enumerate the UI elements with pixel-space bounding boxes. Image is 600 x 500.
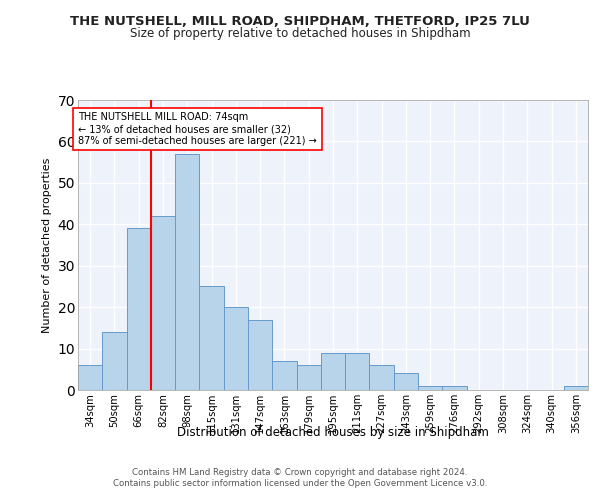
Bar: [175, 154, 199, 390]
Bar: [394, 374, 418, 390]
Text: THE NUTSHELL, MILL ROAD, SHIPDHAM, THETFORD, IP25 7LU: THE NUTSHELL, MILL ROAD, SHIPDHAM, THETF…: [70, 15, 530, 28]
Bar: [564, 386, 588, 390]
Text: Contains HM Land Registry data © Crown copyright and database right 2024.
Contai: Contains HM Land Registry data © Crown c…: [113, 468, 487, 487]
Bar: [370, 365, 394, 390]
Y-axis label: Number of detached properties: Number of detached properties: [42, 158, 52, 332]
Bar: [102, 332, 127, 390]
Text: THE NUTSHELL MILL ROAD: 74sqm
← 13% of detached houses are smaller (32)
87% of s: THE NUTSHELL MILL ROAD: 74sqm ← 13% of d…: [78, 112, 317, 146]
Bar: [321, 352, 345, 390]
Bar: [248, 320, 272, 390]
Bar: [442, 386, 467, 390]
Bar: [199, 286, 224, 390]
Bar: [78, 365, 102, 390]
Bar: [296, 365, 321, 390]
Text: Distribution of detached houses by size in Shipdham: Distribution of detached houses by size …: [177, 426, 489, 439]
Bar: [272, 361, 296, 390]
Bar: [127, 228, 151, 390]
Bar: [418, 386, 442, 390]
Bar: [151, 216, 175, 390]
Bar: [224, 307, 248, 390]
Bar: [345, 352, 370, 390]
Text: Size of property relative to detached houses in Shipdham: Size of property relative to detached ho…: [130, 28, 470, 40]
